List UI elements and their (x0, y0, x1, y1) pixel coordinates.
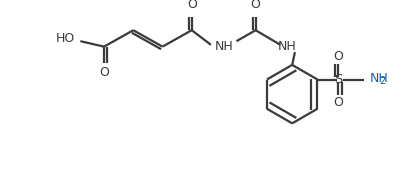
Text: 2: 2 (380, 76, 386, 86)
Text: O: O (333, 96, 344, 109)
Text: S: S (334, 73, 343, 86)
Text: O: O (333, 50, 344, 63)
Text: NH: NH (278, 40, 297, 53)
Text: O: O (187, 0, 197, 11)
Text: NH: NH (214, 40, 233, 53)
Text: HO: HO (55, 32, 75, 45)
Text: O: O (99, 66, 109, 79)
Text: O: O (251, 0, 260, 11)
Text: NH: NH (370, 72, 388, 85)
